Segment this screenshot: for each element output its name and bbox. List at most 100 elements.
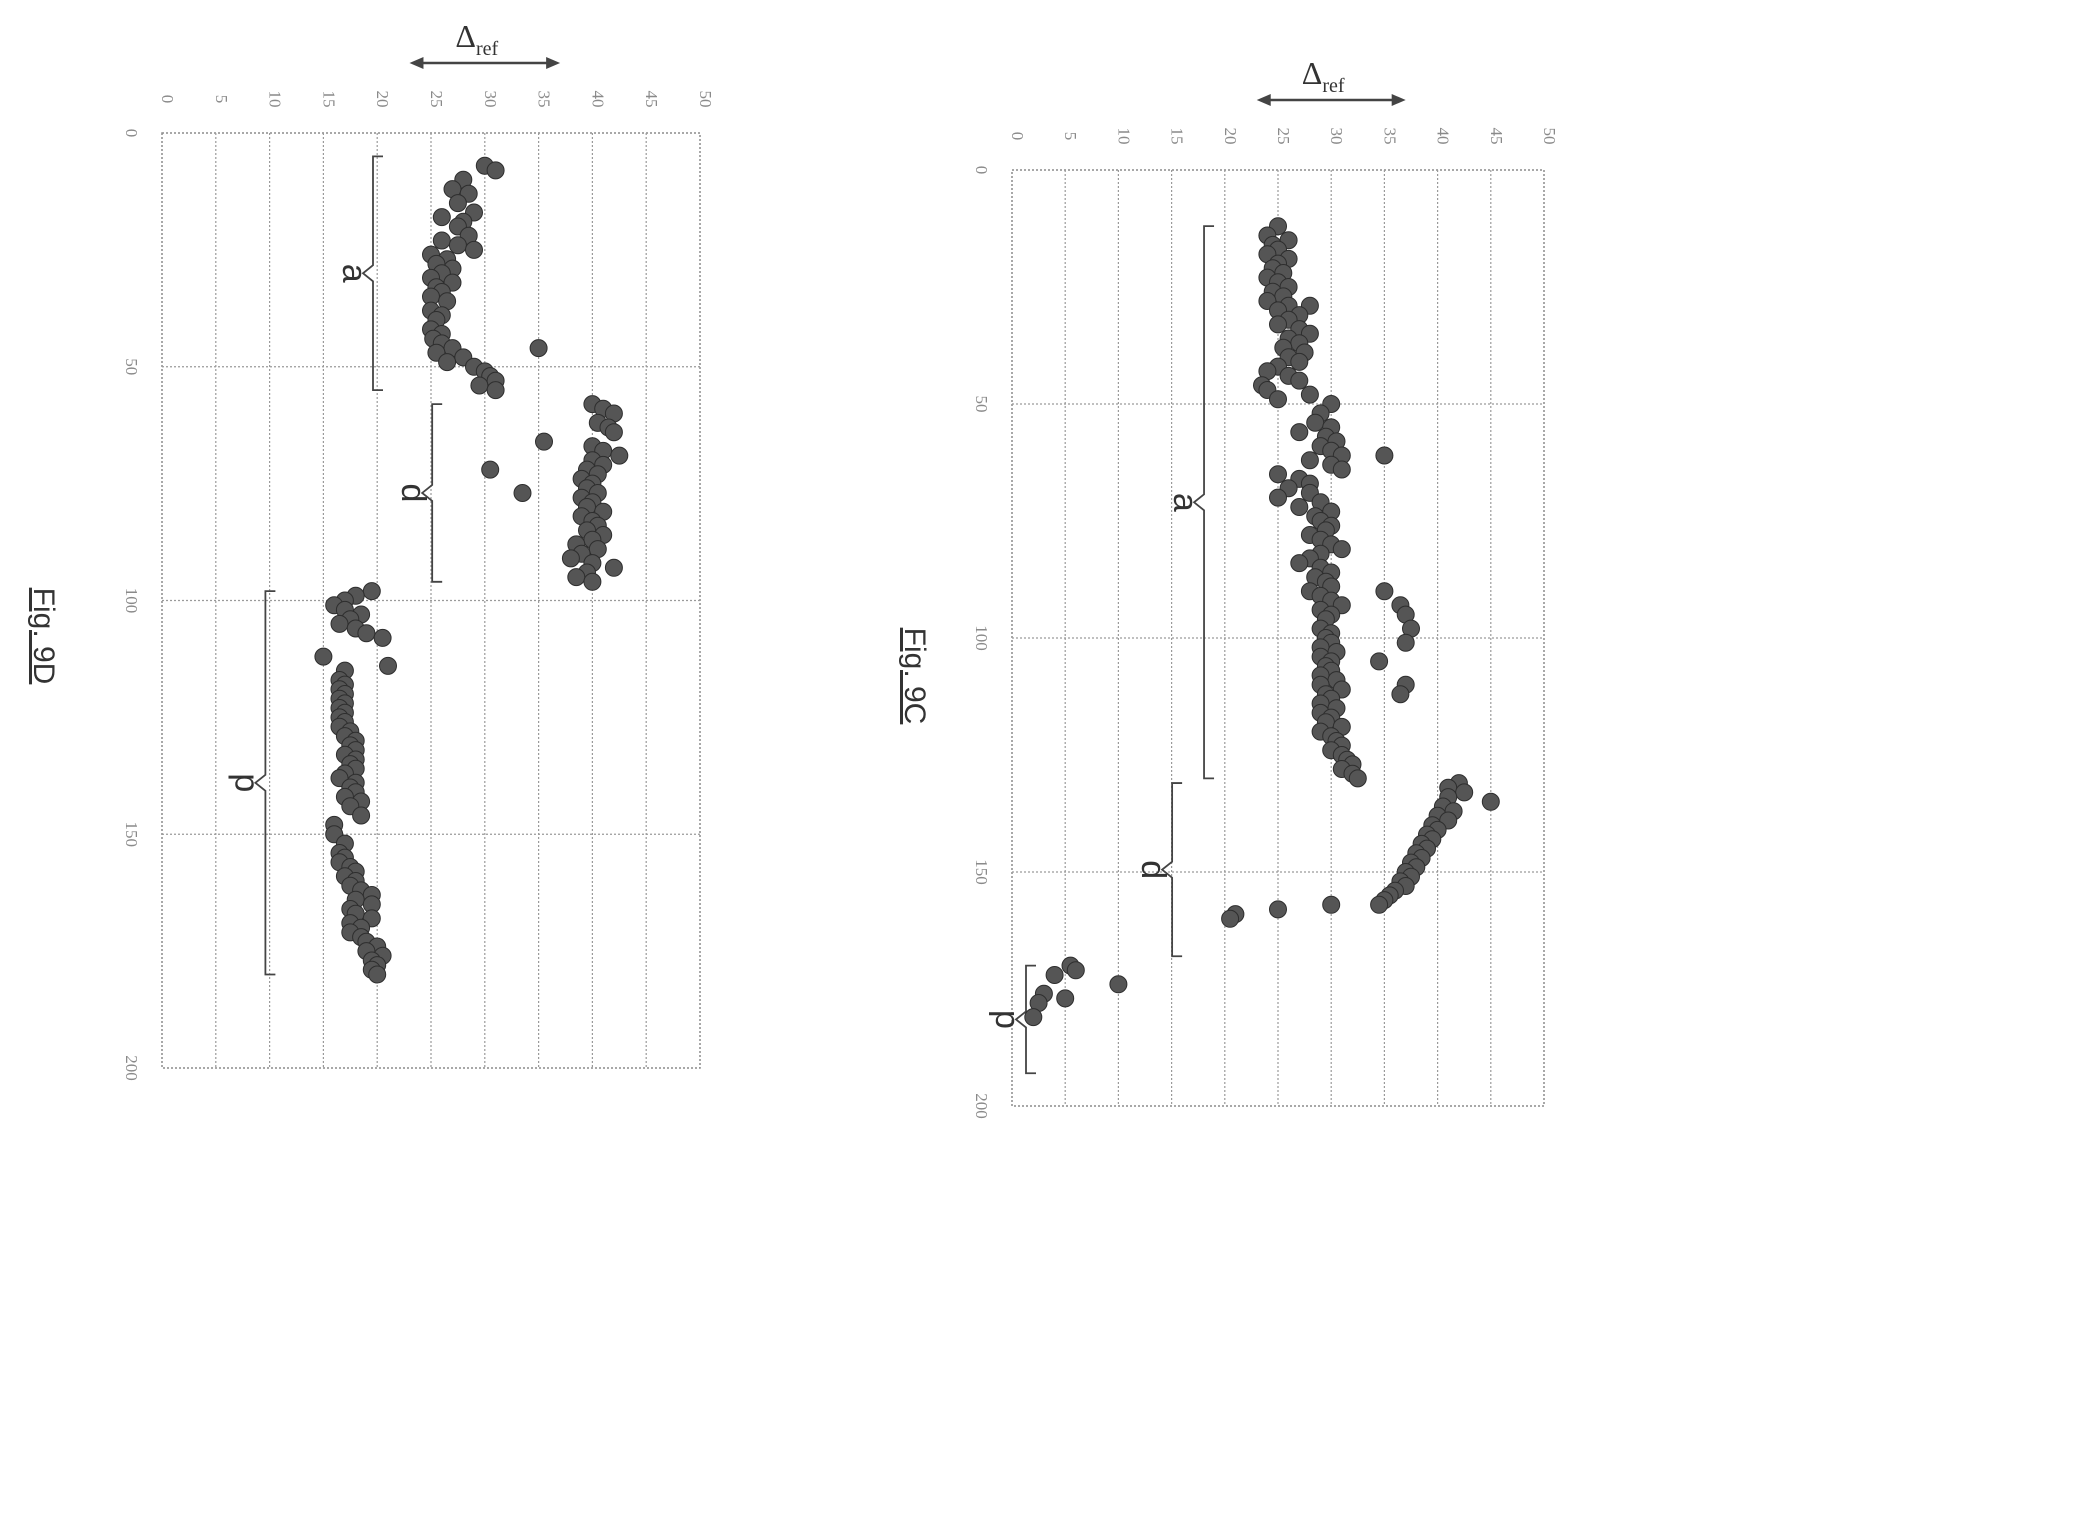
reference-label: Δref: [455, 18, 498, 60]
y-tick-label: 0: [158, 95, 177, 104]
reference-label: Δref: [1302, 55, 1345, 97]
data-point: [1375, 582, 1394, 601]
data-point: [481, 460, 500, 479]
y-tick-label: 0: [1008, 132, 1027, 141]
data-point: [529, 339, 548, 358]
data-point: [1269, 488, 1287, 507]
y-tick-label: 45: [642, 91, 661, 108]
y-tick-label: 5: [212, 95, 231, 104]
y-tick-label: 10: [266, 91, 285, 108]
data-point: [1300, 385, 1319, 404]
data-point: [448, 236, 467, 255]
y-tick-label: 30: [481, 91, 500, 108]
figure-label: Fig. 9D: [27, 588, 60, 685]
y-tick-label: 20: [373, 91, 392, 108]
data-point: [465, 240, 483, 259]
y-tick-label: 25: [1274, 128, 1293, 145]
reference-subscript: ref: [1322, 75, 1345, 97]
data-point: [1056, 989, 1075, 1008]
data-point: [1269, 315, 1287, 334]
cluster-label-d: d: [1134, 860, 1172, 879]
data-point: [1066, 961, 1085, 980]
data-point: [1481, 792, 1500, 811]
data-point: [561, 549, 580, 568]
data-point: [1322, 895, 1341, 914]
data-point: [567, 568, 586, 587]
cluster-bracket-p: [1014, 964, 1036, 1075]
data-point: [1455, 783, 1474, 802]
data-point: [1221, 909, 1240, 928]
y-tick-label: 40: [1434, 128, 1453, 145]
data-point: [379, 656, 397, 675]
cluster-label-a: a: [335, 264, 373, 283]
x-tick-label: 100: [972, 625, 991, 651]
cluster-bracket-a: [1192, 225, 1215, 780]
data-point: [1370, 652, 1389, 671]
data-point: [373, 628, 392, 647]
data-point: [1290, 423, 1309, 442]
cluster-label-d: d: [394, 484, 432, 503]
reference-range-arrow: [1256, 94, 1406, 106]
data-point: [470, 376, 489, 395]
data-point: [486, 161, 505, 180]
reference-symbol: Δ: [1302, 55, 1323, 91]
y-tick-label: 20: [1221, 128, 1240, 145]
chart-fig-9d: 0 5 10 15 20 25 30 35 40 45 50 0 50 100 150 200 Δref a d p F…: [27, 18, 715, 1081]
data-point: [513, 484, 532, 502]
x-tick-label: 100: [122, 588, 141, 614]
data-point: [1290, 554, 1309, 573]
y-tick-label: 50: [1540, 128, 1559, 145]
cluster-label-a: a: [1166, 493, 1204, 512]
y-tick-label: 35: [535, 91, 554, 108]
data-point: [314, 647, 333, 666]
reference-range-arrow: [409, 57, 561, 69]
data-point: [1391, 685, 1410, 704]
data-point: [1290, 352, 1309, 371]
x-tick-label: 150: [972, 859, 991, 885]
figure-label: Fig. 9C: [898, 628, 931, 725]
cluster-label-p: p: [227, 773, 265, 792]
data-point: [1269, 900, 1287, 919]
data-point: [357, 624, 376, 643]
chart-fig-9c: 0 5 10 15 20 25 30 35 40 45 50 0 50 100 150 200 Δref a d p F…: [898, 55, 1559, 1119]
x-tick-label: 150: [122, 822, 141, 848]
cluster-bracket-p: [253, 590, 276, 976]
y-tick-label: 35: [1380, 128, 1399, 145]
x-tick-label: 0: [972, 166, 991, 175]
data-point: [438, 353, 457, 372]
reference-subscript: ref: [476, 38, 499, 60]
data-point: [604, 558, 623, 577]
x-tick-label: 200: [972, 1093, 991, 1119]
y-tick-label: 30: [1327, 128, 1346, 145]
data-point: [432, 231, 451, 250]
data-point: [486, 381, 505, 400]
data-point: [330, 614, 349, 633]
data-point: [1300, 451, 1319, 470]
x-tick-label: 50: [122, 358, 141, 375]
data-point: [432, 208, 451, 227]
data-point: [1348, 769, 1367, 788]
data-point: [1024, 1008, 1043, 1027]
data-point: [1109, 975, 1128, 994]
y-tick-label: 5: [1061, 132, 1080, 141]
data-point: [604, 423, 623, 442]
data-point: [1045, 966, 1064, 984]
y-tick-label: 15: [319, 91, 338, 108]
x-tick-label: 200: [122, 1055, 141, 1081]
y-tick-label: 10: [1114, 128, 1133, 145]
y-tick-label: 15: [1168, 128, 1187, 145]
cluster-bracket-a: [361, 155, 383, 392]
y-tick-label: 40: [588, 91, 607, 108]
data-point: [1332, 540, 1351, 559]
x-tick-label: 0: [122, 129, 141, 138]
cluster-label-p: p: [988, 1010, 1026, 1029]
data-point: [1370, 895, 1389, 914]
data-point: [1332, 460, 1351, 479]
data-point: [1396, 633, 1415, 652]
y-tick-label: 25: [427, 91, 446, 108]
data-point: [1269, 390, 1287, 409]
data-point: [583, 572, 602, 591]
data-point: [1290, 498, 1309, 516]
reference-symbol: Δ: [455, 18, 476, 54]
